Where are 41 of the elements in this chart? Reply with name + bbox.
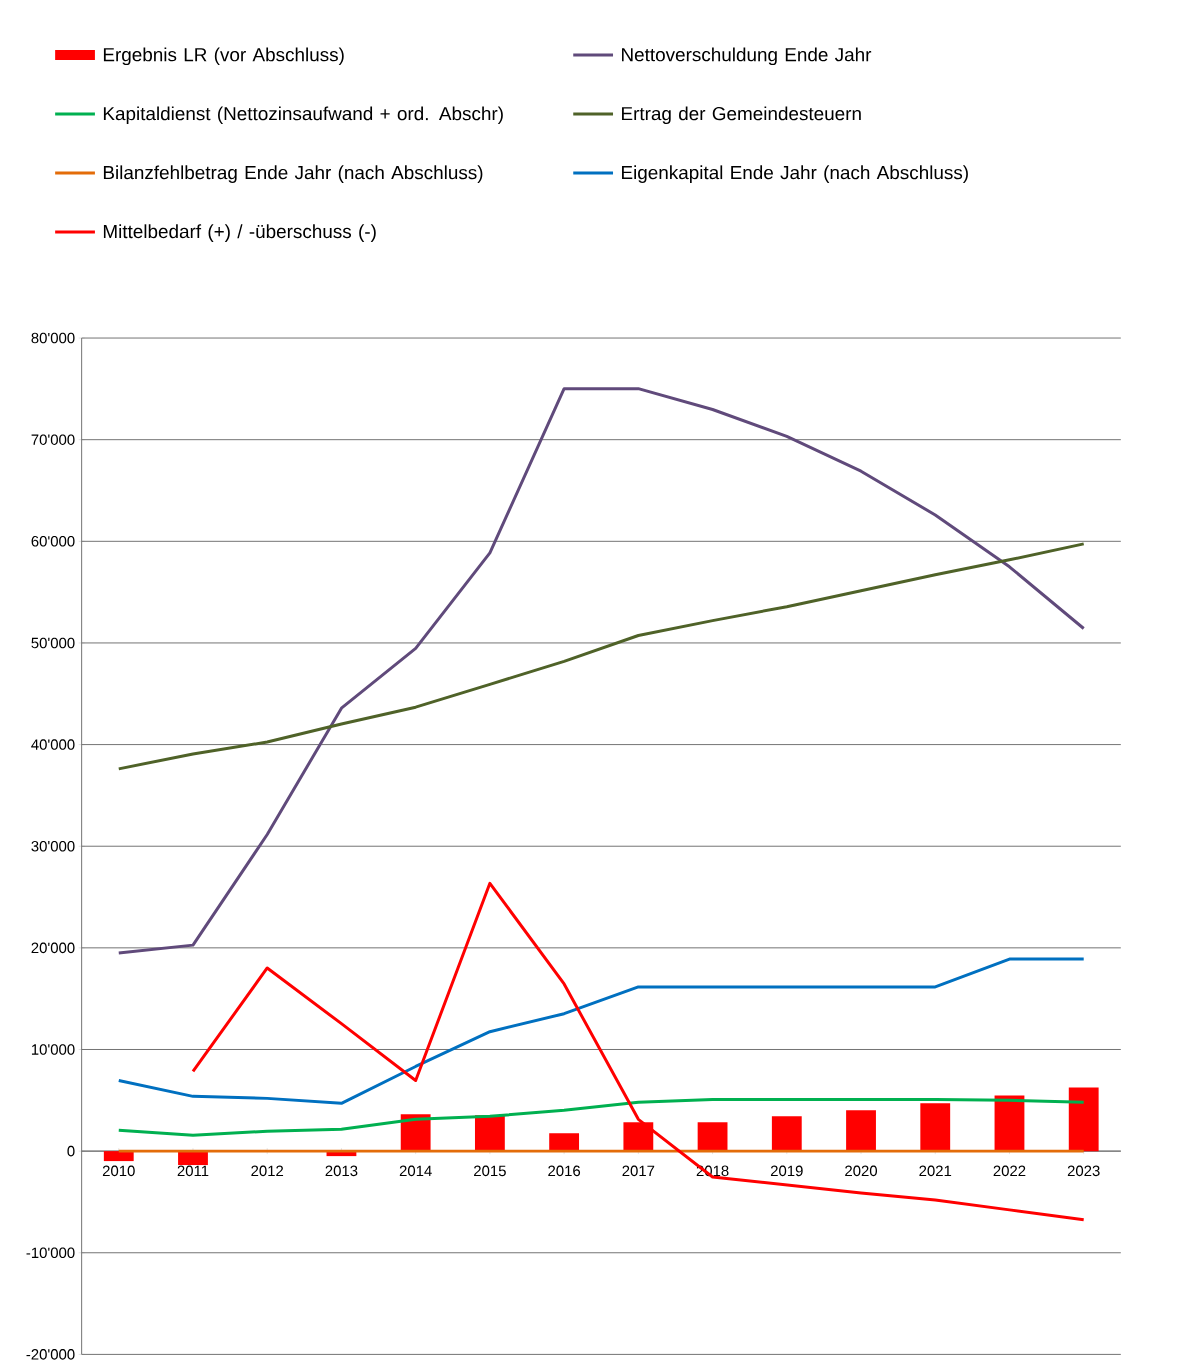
legend-label: Ergebnis LR (vor Abschluss)	[103, 47, 344, 66]
x-tick-label: 2023	[1067, 1165, 1100, 1177]
legend-label: Bilanzfehlbetrag Ende Jahr (nach Abschluss)	[103, 165, 483, 183]
y-tick-label: 80'000	[31, 332, 75, 344]
x-tick-label: 2014	[399, 1165, 432, 1177]
bar	[920, 1103, 950, 1152]
bar	[697, 1122, 728, 1152]
x-tick-label: 2011	[177, 1165, 209, 1177]
x-tick-label: 2020	[845, 1165, 877, 1177]
legend-label: Kapitaldienst (Nettozinsaufwand + ord. Abschr)	[103, 106, 503, 125]
legend-label: Nettoverschuldung Ende Jahr	[621, 47, 871, 66]
bar	[845, 1110, 876, 1152]
bar	[623, 1122, 654, 1152]
legend-label: Ertrag der Gemeindesteuern	[621, 106, 861, 125]
x-tick-label: 2022	[993, 1165, 1026, 1177]
x-tick-label: 2010	[102, 1165, 135, 1177]
y-tick-label: 70'000	[31, 434, 75, 445]
y-tick-label: 30'000	[31, 840, 75, 852]
y-tick-label: 50'000	[31, 637, 75, 649]
x-tick-label: 2017	[622, 1165, 654, 1177]
x-tick-label: 2021	[919, 1165, 951, 1177]
x-tick-label: 2013	[325, 1165, 358, 1177]
x-tick-label: 2015	[473, 1165, 506, 1177]
line-series	[117, 542, 1086, 771]
legend-label: Eigenkapital Ende Jahr (nach Abschluss)	[621, 165, 968, 183]
x-tick-label: 2012	[251, 1165, 283, 1177]
bar	[994, 1095, 1025, 1152]
legend-label: Mittelbedarf (+) / -überschuss (-)	[103, 224, 376, 242]
x-tick-label: 2016	[548, 1165, 580, 1177]
y-tick-label: 0	[67, 1145, 75, 1157]
bar	[771, 1116, 802, 1152]
line-series	[117, 387, 1086, 955]
y-tick-label: 60'000	[31, 536, 75, 547]
y-tick-label: 20'000	[31, 942, 75, 954]
bar	[1068, 1087, 1099, 1152]
x-tick-label: 2019	[770, 1165, 803, 1177]
y-tick-label: -10'000	[26, 1247, 75, 1259]
y-tick-label: 40'000	[30, 739, 75, 750]
bar	[549, 1133, 579, 1152]
y-tick-label: 10'000	[31, 1044, 75, 1055]
y-tick-label: -20'000	[26, 1349, 75, 1360]
